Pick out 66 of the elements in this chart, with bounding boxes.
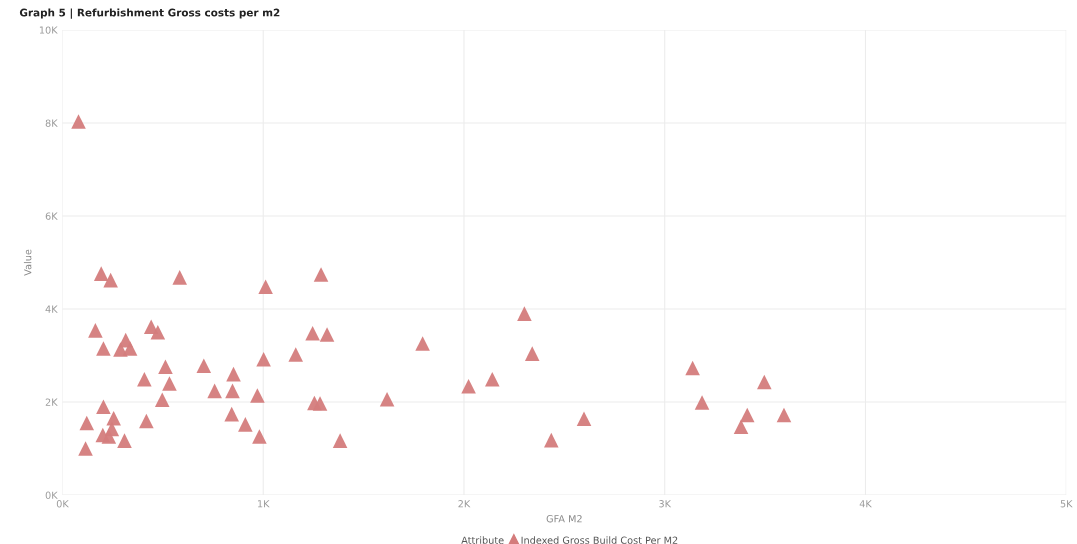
x-tick-label: 1K (258, 500, 270, 508)
point (250, 388, 265, 403)
point (96, 399, 111, 414)
point (332, 433, 348, 448)
point (78, 441, 93, 456)
point (172, 270, 187, 285)
point (207, 383, 222, 399)
point (685, 360, 700, 376)
point (252, 429, 267, 444)
y-tick-label: 4K (45, 305, 58, 313)
point (739, 407, 755, 423)
point (305, 325, 320, 341)
point (224, 406, 239, 422)
point (544, 432, 559, 448)
chart-title: Graph 5 | Refurbishment Gross costs per m2 (19, 8, 280, 19)
point (122, 341, 138, 356)
y-tick-label: 8K (45, 119, 58, 127)
y-tick-label: 10K (39, 26, 58, 34)
point (694, 395, 710, 410)
x-tick-label: 5K (1060, 500, 1073, 508)
point (313, 267, 329, 282)
point (150, 324, 166, 340)
point (88, 323, 103, 338)
point (71, 114, 86, 129)
y-tick-label: 6K (45, 212, 58, 220)
point (238, 417, 253, 432)
point (158, 359, 173, 374)
point (258, 279, 273, 294)
point (226, 366, 241, 382)
y-tick-label: 2K (45, 398, 58, 406)
x-axis-title: GFA M2 (546, 515, 582, 523)
point (154, 392, 170, 407)
x-tick-label: 0K (56, 500, 69, 508)
point (312, 396, 328, 411)
point (93, 266, 109, 281)
point (162, 376, 177, 391)
point (379, 391, 395, 407)
point (103, 272, 118, 288)
point (117, 433, 132, 448)
point (415, 336, 430, 351)
x-tick-label: 3K (659, 500, 672, 508)
point (733, 419, 749, 434)
point (757, 374, 772, 390)
point (776, 407, 792, 423)
point (256, 351, 271, 367)
legend-title: Attribute (461, 536, 504, 544)
legend-label: Indexed Gross Build Cost Per M2 (521, 536, 678, 544)
x-tick-label: 2K (458, 500, 471, 508)
point (106, 411, 121, 426)
point (196, 358, 212, 374)
point (461, 378, 476, 394)
point (576, 411, 592, 427)
point (96, 341, 111, 356)
point (137, 371, 152, 387)
point (288, 347, 304, 362)
point (79, 415, 95, 431)
point (517, 306, 532, 321)
point (319, 327, 335, 342)
y-tick-label: 0K (45, 491, 58, 499)
point (139, 413, 154, 429)
point (101, 429, 117, 444)
point (524, 346, 540, 361)
x-tick-label: 4K (859, 500, 872, 508)
point (225, 383, 240, 399)
point (484, 371, 500, 387)
y-axis-title: Value (23, 249, 32, 276)
